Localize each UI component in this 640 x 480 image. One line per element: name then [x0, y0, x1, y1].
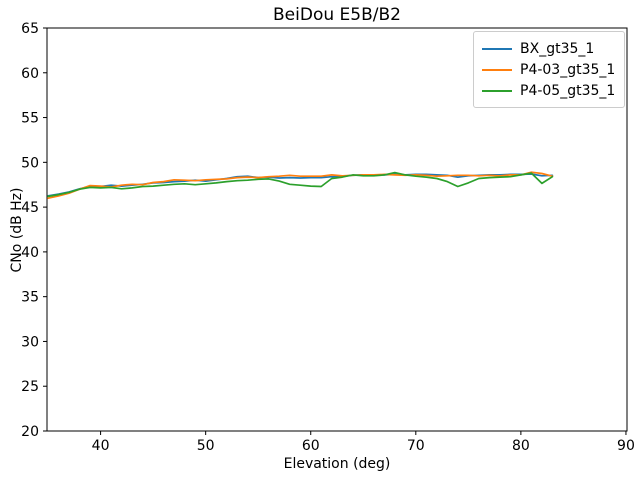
y-tick-label: 55: [21, 111, 39, 127]
axes-frame: [46, 27, 628, 432]
legend: BX_gt35_1 P4-03_gt35_1 P4-05_gt35_1: [473, 31, 625, 108]
x-tick-label: 50: [197, 438, 215, 454]
x-tick-label: 60: [302, 438, 320, 454]
legend-label: P4-03_gt35_1: [520, 61, 616, 78]
y-tick-label: 20: [21, 424, 39, 440]
series-line-P4-03_gt35_1: [47, 171, 554, 200]
y-tick-label: 25: [21, 379, 39, 395]
y-tick-label: 30: [21, 334, 39, 350]
x-tick-label: 70: [407, 438, 425, 454]
legend-line-icon: [482, 68, 512, 71]
legend-entry: P4-05_gt35_1: [482, 80, 616, 101]
x-tick-label: 90: [617, 438, 635, 454]
series-line-P4-05_gt35_1: [47, 171, 554, 198]
legend-line-icon: [482, 89, 512, 92]
y-tick-label: 45: [21, 200, 39, 216]
chart-title: BeiDou E5B/B2: [273, 5, 401, 25]
legend-line-icon: [482, 47, 512, 50]
legend-label: BX_gt35_1: [520, 40, 595, 57]
y-tick-label: 40: [21, 245, 39, 261]
legend-label: P4-05_gt35_1: [520, 82, 616, 99]
legend-entry: BX_gt35_1: [482, 38, 616, 59]
y-tick-label: 50: [21, 155, 39, 171]
y-tick-label: 35: [21, 290, 39, 306]
legend-entry: P4-03_gt35_1: [482, 59, 616, 80]
y-tick-label: 60: [21, 66, 39, 82]
x-tick-label: 40: [92, 438, 110, 454]
x-axis-label: Elevation (deg): [283, 456, 391, 472]
y-tick-label: 65: [21, 21, 39, 37]
x-tick-label: 80: [512, 438, 530, 454]
